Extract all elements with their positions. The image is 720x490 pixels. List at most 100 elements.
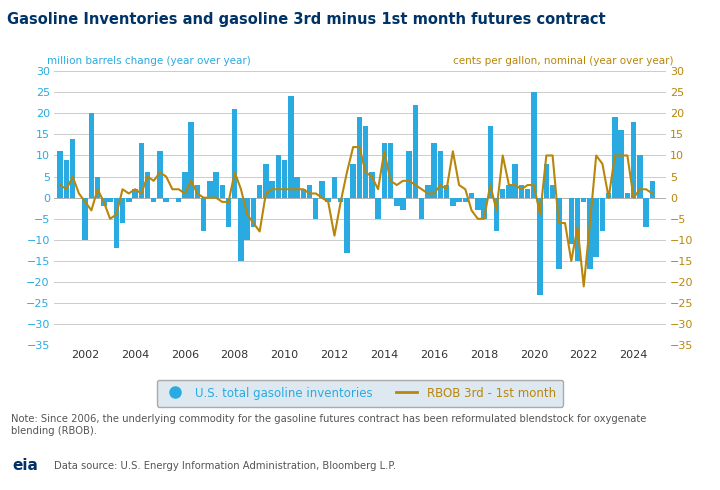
Bar: [338, 197, 343, 202]
Bar: [431, 143, 437, 197]
Bar: [612, 118, 618, 197]
Bar: [307, 185, 312, 197]
Bar: [481, 197, 487, 219]
Bar: [201, 197, 207, 231]
Bar: [245, 197, 250, 240]
Bar: [438, 151, 443, 197]
Bar: [419, 197, 425, 219]
Bar: [581, 197, 587, 202]
Bar: [226, 197, 231, 227]
Bar: [58, 151, 63, 197]
Bar: [163, 197, 169, 202]
Bar: [525, 189, 531, 197]
Bar: [363, 126, 369, 197]
Bar: [213, 172, 219, 197]
Text: million barrels change (year over year): million barrels change (year over year): [47, 56, 251, 66]
Bar: [151, 197, 156, 202]
Bar: [625, 194, 630, 197]
Bar: [101, 197, 107, 206]
Bar: [593, 197, 599, 257]
Bar: [157, 151, 163, 197]
Bar: [319, 181, 325, 197]
Bar: [207, 181, 212, 197]
Bar: [344, 197, 350, 252]
Bar: [494, 197, 499, 231]
Bar: [444, 185, 449, 197]
Bar: [500, 189, 505, 197]
Bar: [263, 164, 269, 197]
Bar: [426, 185, 431, 197]
Bar: [107, 197, 113, 202]
Bar: [70, 139, 76, 197]
Bar: [550, 185, 555, 197]
Bar: [313, 197, 318, 219]
Bar: [325, 197, 331, 202]
Bar: [276, 155, 281, 197]
Bar: [487, 126, 493, 197]
Bar: [375, 197, 381, 219]
Bar: [600, 197, 606, 231]
Bar: [132, 189, 138, 197]
Bar: [332, 176, 337, 197]
Bar: [462, 197, 468, 202]
Bar: [407, 151, 412, 197]
Bar: [388, 143, 393, 197]
Bar: [95, 176, 100, 197]
Bar: [413, 105, 418, 197]
Bar: [606, 194, 611, 197]
Bar: [176, 197, 181, 202]
Bar: [138, 143, 144, 197]
Bar: [400, 197, 406, 210]
Bar: [556, 197, 562, 270]
Bar: [506, 185, 512, 197]
Text: Note: Since 2006, the underlying commodity for the gasoline futures contract has: Note: Since 2006, the underlying commodi…: [11, 414, 646, 436]
Bar: [531, 92, 536, 197]
Text: Gasoline Inventories and gasoline 3rd minus 1st month futures contract: Gasoline Inventories and gasoline 3rd mi…: [7, 12, 606, 27]
Bar: [145, 172, 150, 197]
Bar: [631, 122, 636, 197]
Bar: [282, 160, 287, 197]
Bar: [232, 109, 238, 197]
Bar: [643, 197, 649, 227]
Text: Data source: U.S. Energy Information Administration, Bloomberg L.P.: Data source: U.S. Energy Information Adm…: [54, 462, 396, 471]
Bar: [294, 176, 300, 197]
Bar: [513, 164, 518, 197]
Bar: [257, 185, 262, 197]
Bar: [64, 160, 69, 197]
Bar: [351, 164, 356, 197]
Text: cents per gallon, nominal (year over year): cents per gallon, nominal (year over yea…: [453, 56, 673, 66]
Bar: [456, 197, 462, 202]
Bar: [382, 143, 387, 197]
Bar: [569, 197, 574, 244]
Bar: [394, 197, 400, 206]
Bar: [251, 197, 256, 227]
Bar: [182, 172, 188, 197]
Bar: [356, 118, 362, 197]
Bar: [269, 181, 275, 197]
Bar: [369, 172, 374, 197]
Bar: [450, 197, 456, 206]
Bar: [189, 122, 194, 197]
Bar: [126, 197, 132, 202]
Bar: [544, 164, 549, 197]
Bar: [82, 197, 88, 240]
Bar: [588, 197, 593, 270]
Legend: U.S. total gasoline inventories, RBOB 3rd - 1st month: U.S. total gasoline inventories, RBOB 3r…: [157, 380, 563, 407]
Bar: [114, 197, 119, 248]
Bar: [238, 197, 243, 261]
Bar: [518, 185, 524, 197]
Bar: [120, 197, 125, 223]
Bar: [537, 197, 543, 295]
Bar: [89, 113, 94, 197]
Bar: [618, 130, 624, 197]
Bar: [220, 185, 225, 197]
Bar: [300, 189, 306, 197]
Bar: [194, 185, 200, 197]
Bar: [575, 197, 580, 261]
Bar: [475, 197, 480, 210]
Bar: [649, 181, 655, 197]
Bar: [637, 155, 642, 197]
Bar: [469, 194, 474, 197]
Bar: [288, 97, 294, 197]
Text: eia: eia: [13, 458, 38, 472]
